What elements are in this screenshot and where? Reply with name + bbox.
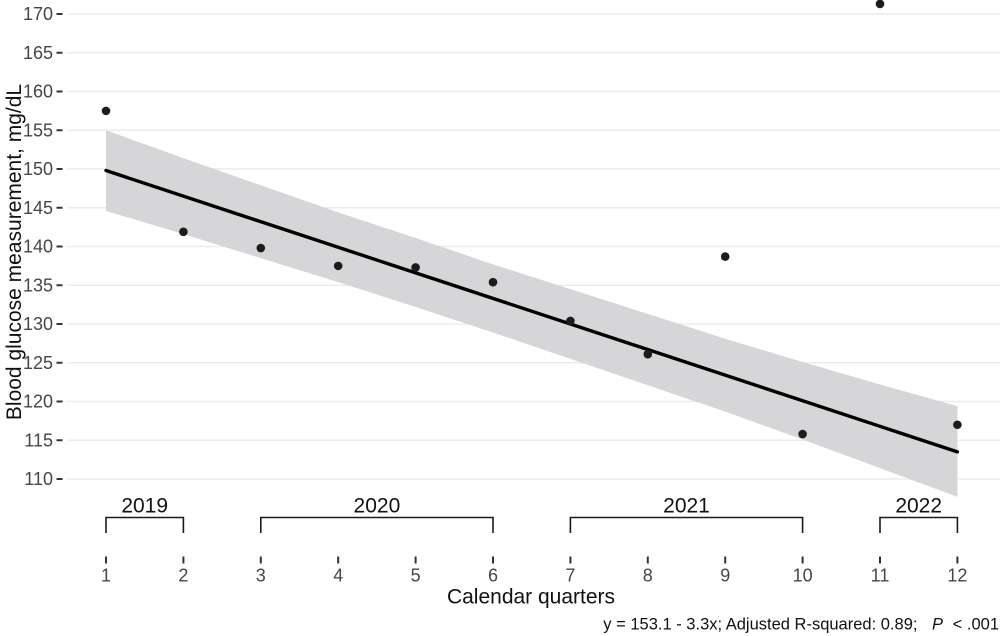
data-point-q8 [643,349,653,359]
data-point-q3 [256,243,266,253]
y-tick-label-160: 160 [23,82,53,102]
y-tick-label-170: 170 [23,4,53,24]
x-tick-label-11: 11 [871,566,890,586]
y-tick-label-115: 115 [24,430,53,450]
y-tick-label-150: 150 [23,159,53,179]
data-point-q10 [798,429,807,439]
year-label-2021: 2021 [663,495,710,518]
y-axis: 110 115 120 125 130 135 140 145 150 155 160 165 170 [23,4,63,489]
y-tick-label-110: 110 [24,469,53,489]
data-point-q5 [411,263,420,272]
x-tick-label-2: 2 [178,566,188,586]
x-tick-label-10: 10 [793,566,813,586]
year-bracket-2019 [105,516,185,533]
x-tick-label-4: 4 [333,566,343,586]
x-axis: 1 2 3 4 5 6 7 8 9 10 11 12 [101,556,967,586]
x-tick-label-5: 5 [411,566,421,586]
year-label-2022: 2022 [895,495,942,518]
data-point-q4 [333,261,343,271]
data-point-q12 [953,420,962,430]
y-tick-label-130: 130 [23,314,53,334]
regression-line-segment [104,168,960,454]
x-axis-title: Calendar quarters [447,586,615,609]
y-tick-label-120: 120 [23,392,53,412]
y-tick-label-135: 135 [23,275,53,295]
y-tick-label-140: 140 [23,237,53,257]
annotation-equation: y = 153.1 - 3.3x; Adjusted R-squared: 0.… [603,616,917,634]
data-point-q9 [720,252,730,261]
regression-annotation: y = 153.1 - 3.3x; Adjusted R-squared: 0.… [603,616,999,634]
year-bracket-2022 [879,516,959,533]
y-tick-label-155: 155 [23,120,53,140]
y-tick-label-165: 165 [23,43,53,63]
x-tick-label-1: 1 [101,566,111,586]
x-tick-label-7: 7 [565,566,575,586]
year-label-2019: 2019 [121,495,168,518]
data-point-q1 [101,106,111,116]
year-bracket-2021 [569,516,804,533]
y-axis-title: Blood glucose measurement, mg/dL [3,84,26,420]
x-tick-label-9: 9 [720,566,730,586]
y-tick-label-125: 125 [23,353,53,373]
year-brackets: 2019 2020 2021 2022 [105,495,959,533]
data-point-q2 [179,227,188,237]
data-point-q7 [566,316,575,326]
x-tick-label-12: 12 [947,566,967,586]
confidence-band [106,130,958,497]
annotation-p-symbol: P [932,616,943,634]
data-point-q6 [488,277,498,287]
data-points [101,0,962,439]
x-tick-label-8: 8 [643,566,653,586]
x-tick-label-3: 3 [256,566,266,586]
annotation-p-value: < .001 [953,616,999,634]
confidence-band-area [106,130,958,497]
y-tick-label-145: 145 [23,198,53,218]
year-label-2020: 2020 [354,495,401,518]
x-tick-label-6: 6 [488,566,498,586]
regression-line [104,168,960,454]
year-bracket-2020 [260,516,494,533]
data-point-q11 [875,0,885,9]
